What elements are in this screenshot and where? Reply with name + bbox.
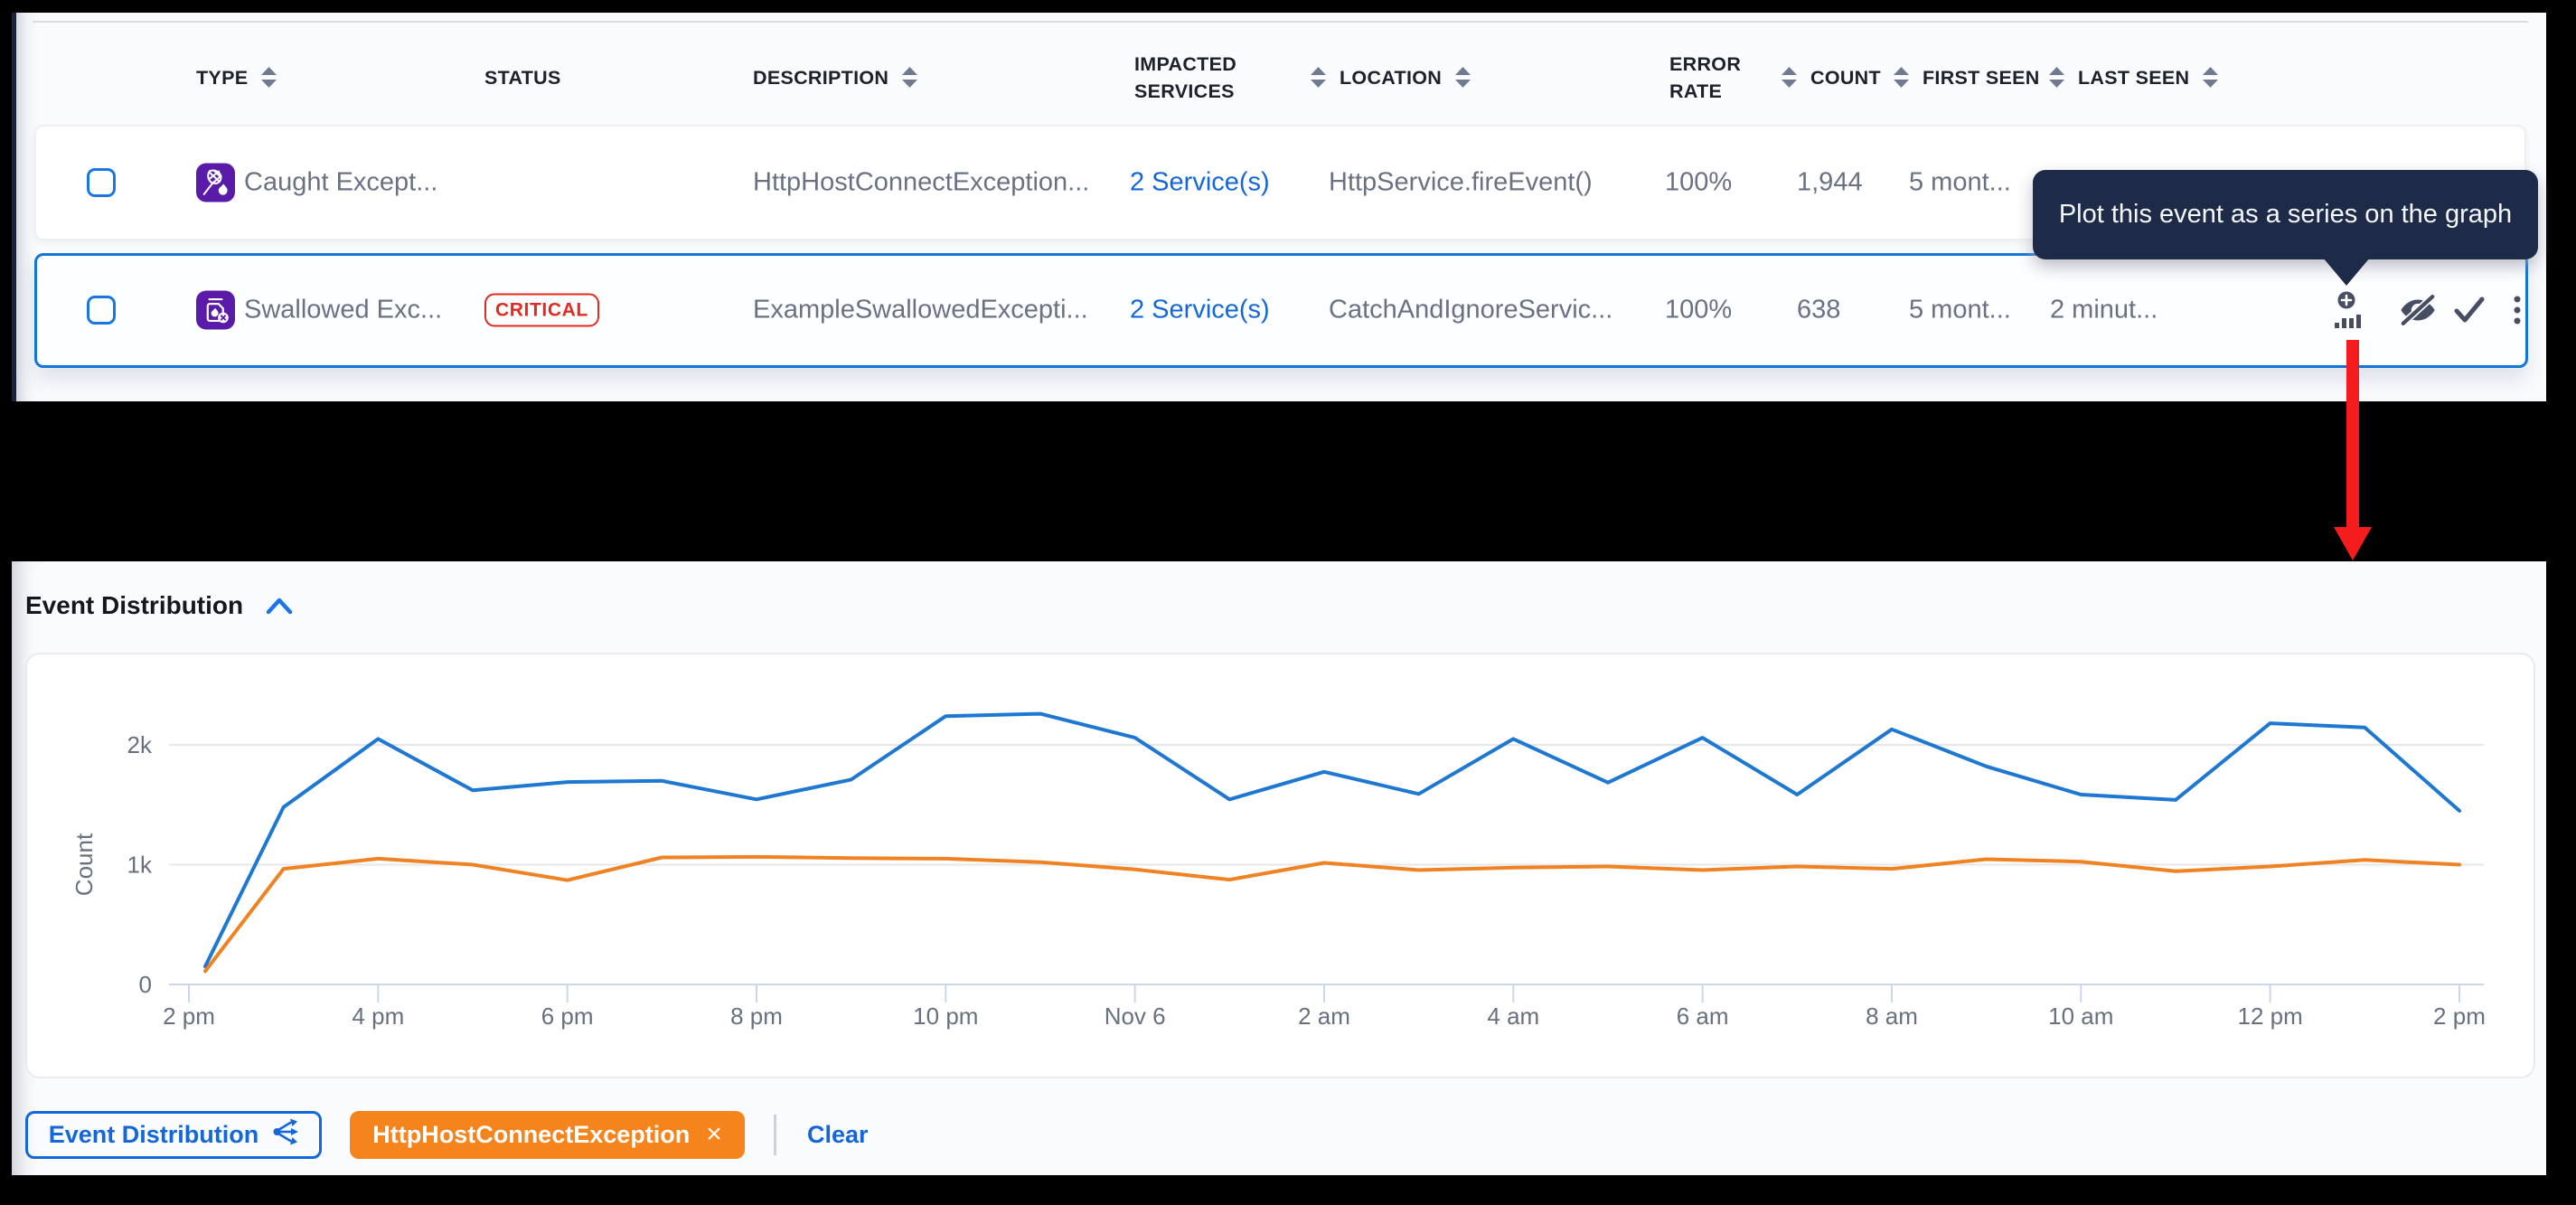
annotation-arrow-head xyxy=(2334,527,2372,560)
svg-text:10 pm: 10 pm xyxy=(913,1003,978,1030)
row-type: Caught Except... xyxy=(244,167,438,197)
column-header-type-label: TYPE xyxy=(196,67,249,89)
section-title: Event Distribution xyxy=(25,591,294,620)
sort-icon[interactable] xyxy=(1310,66,1327,89)
tooltip-caret xyxy=(2323,258,2370,286)
annotation-arrow xyxy=(2346,340,2359,528)
column-header-impacted-services[interactable]: IMPACTED SERVICES xyxy=(1134,51,1236,105)
svg-text:Count: Count xyxy=(71,833,98,896)
svg-text:Nov 6: Nov 6 xyxy=(1105,1003,1166,1030)
svg-text:6 am: 6 am xyxy=(1677,1003,1729,1030)
row-location: CatchAndIgnoreServic... xyxy=(1329,295,1613,325)
plot-on-graph-icon[interactable] xyxy=(2330,289,2363,331)
row-checkbox[interactable] xyxy=(87,168,116,197)
column-header-first-seen[interactable]: FIRST SEEN xyxy=(1893,64,2040,91)
hide-eye-slash-icon[interactable] xyxy=(2399,294,2437,326)
resolve-check-icon[interactable] xyxy=(2454,297,2485,324)
collapse-chevron-icon[interactable] xyxy=(265,595,294,617)
svg-text:1k: 1k xyxy=(127,852,153,879)
row-first-seen: 5 mont... xyxy=(1909,167,2011,197)
column-header-status-label: STATUS xyxy=(484,67,561,89)
column-header-count-label: COUNT xyxy=(1810,67,1881,89)
row-description: HttpHostConnectException... xyxy=(753,167,1090,197)
clear-button-label: Clear xyxy=(807,1121,869,1148)
sort-icon[interactable] xyxy=(1454,66,1471,89)
column-header-last-seen[interactable]: LAST SEEN xyxy=(2048,64,2219,91)
svg-text:8 pm: 8 pm xyxy=(730,1003,783,1030)
event-distribution-chart: 0 1k 2k Count 2 pm 4 pm 6 pm 8 pm 10 pm Nov 6 2 am… xyxy=(25,653,2535,1078)
column-header-location[interactable]: LOCATION xyxy=(1310,64,1471,91)
row-description: ExampleSwallowedExcepti... xyxy=(753,295,1088,325)
table-row-selected[interactable] xyxy=(34,253,2528,368)
svg-text:2 am: 2 am xyxy=(1298,1003,1350,1030)
column-header-error-rate[interactable]: ERROR RATE xyxy=(1669,51,1741,105)
sort-icon[interactable] xyxy=(2048,66,2065,89)
column-header-type[interactable]: TYPE xyxy=(196,64,277,91)
svg-text:0: 0 xyxy=(139,971,152,998)
caught-exception-icon xyxy=(196,163,235,202)
row-location: HttpService.fireEvent() xyxy=(1329,167,1593,197)
svg-text:4 am: 4 am xyxy=(1487,1003,1539,1030)
row-count: 1,944 xyxy=(1797,167,1863,197)
svg-text:2 pm: 2 pm xyxy=(2433,1003,2486,1030)
column-header-first-seen-label: FIRST SEEN xyxy=(1923,67,2040,89)
sort-icon[interactable] xyxy=(260,66,277,89)
tooltip: Plot this event as a series on the graph xyxy=(2033,170,2538,286)
footer-divider xyxy=(774,1115,776,1155)
svg-text:8 am: 8 am xyxy=(1866,1003,1918,1030)
column-header-description[interactable]: DESCRIPTION xyxy=(753,64,918,91)
svg-text:10 am: 10 am xyxy=(2048,1003,2113,1030)
row-type: Swallowed Exc... xyxy=(244,295,443,325)
row-error-rate: 100% xyxy=(1665,295,1733,325)
clear-button[interactable]: Clear xyxy=(807,1111,869,1159)
section-title-label: Event Distribution xyxy=(25,591,244,619)
row-error-rate: 100% xyxy=(1665,167,1733,197)
row-count: 638 xyxy=(1797,295,1841,325)
row-first-seen: 5 mont... xyxy=(1909,295,2011,325)
sort-icon[interactable] xyxy=(1781,66,1798,89)
tooltip-text: Plot this event as a series on the graph xyxy=(2058,200,2513,229)
column-header-error-rate-label: ERROR RATE xyxy=(1669,53,1742,102)
svg-text:2k: 2k xyxy=(127,731,153,758)
row-checkbox[interactable] xyxy=(87,296,116,325)
svg-text:2 pm: 2 pm xyxy=(163,1003,215,1030)
table-header-divider xyxy=(33,21,2528,23)
chart-footer-controls: Event Distribution HttpHostConnectExcept… xyxy=(12,1111,2546,1159)
svg-text:4 pm: 4 pm xyxy=(352,1003,404,1030)
event-distribution-panel: Event Distribution 0 1k 2k Count 2 pm 4 pm 6 p… xyxy=(12,561,2546,1175)
series-chip[interactable]: HttpHostConnectException × xyxy=(350,1111,745,1159)
row-impacted-services-link[interactable]: 2 Service(s) xyxy=(1130,167,1270,197)
sort-icon[interactable] xyxy=(1893,66,1910,89)
panel-left-edge xyxy=(12,13,16,401)
chip-close-icon[interactable]: × xyxy=(706,1118,722,1149)
column-header-status[interactable]: STATUS xyxy=(484,64,561,91)
row-last-seen: 2 minut... xyxy=(2050,295,2158,325)
column-header-count[interactable]: COUNT xyxy=(1781,64,1881,91)
column-header-description-label: DESCRIPTION xyxy=(753,67,889,89)
column-header-last-seen-label: LAST SEEN xyxy=(2078,67,2190,89)
sort-icon[interactable] xyxy=(2202,66,2219,89)
event-distribution-button-label: Event Distribution xyxy=(48,1121,259,1148)
svg-text:6 pm: 6 pm xyxy=(541,1003,594,1030)
kebab-menu-icon[interactable] xyxy=(2510,294,2524,326)
critical-status-badge: CRITICAL xyxy=(484,293,599,327)
sort-icon[interactable] xyxy=(901,66,918,89)
event-distribution-button[interactable]: Event Distribution xyxy=(25,1111,322,1159)
svg-text:12 pm: 12 pm xyxy=(2237,1003,2302,1030)
swallowed-exception-icon xyxy=(196,290,235,330)
series-chip-label: HttpHostConnectException xyxy=(372,1121,691,1148)
plot-series-icon xyxy=(273,1118,299,1152)
column-header-impacted-services-label: IMPACTED SERVICES xyxy=(1134,53,1237,102)
column-header-location-label: LOCATION xyxy=(1340,67,1443,89)
row-impacted-services-link[interactable]: 2 Service(s) xyxy=(1130,295,1270,325)
